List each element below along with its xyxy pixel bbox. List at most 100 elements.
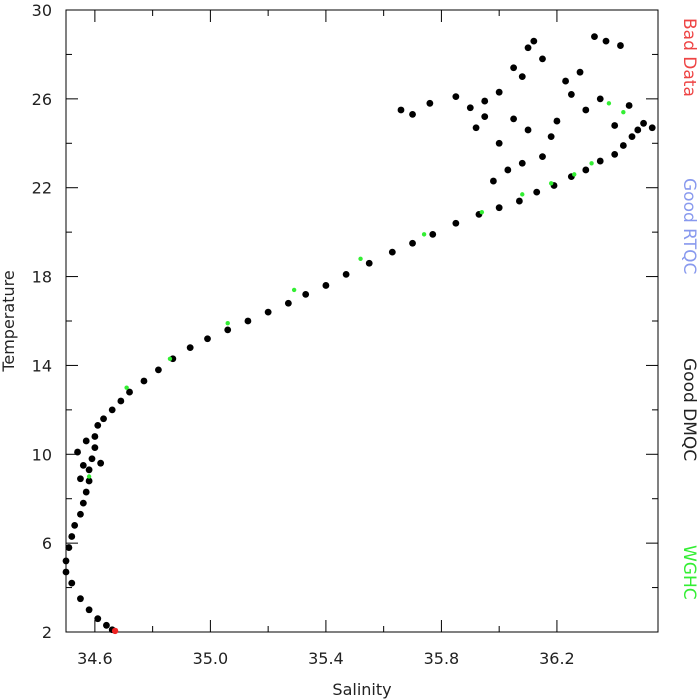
data-point bbox=[539, 55, 546, 63]
data-point bbox=[117, 397, 125, 405]
data-point bbox=[79, 461, 87, 469]
data-point bbox=[429, 230, 437, 238]
data-point bbox=[582, 166, 590, 174]
data-point bbox=[111, 627, 119, 635]
data-point bbox=[640, 119, 647, 127]
data-point bbox=[495, 204, 503, 212]
y-tick-label: 10 bbox=[32, 445, 52, 464]
data-point bbox=[65, 544, 73, 551]
data-point bbox=[466, 104, 474, 112]
data-point bbox=[358, 256, 363, 261]
data-point bbox=[82, 437, 90, 445]
data-point bbox=[582, 106, 590, 114]
data-point bbox=[62, 557, 70, 565]
y-tick-label: 14 bbox=[32, 356, 52, 375]
data-point bbox=[628, 133, 636, 141]
data-point bbox=[547, 133, 555, 141]
data-point bbox=[186, 344, 194, 352]
data-point bbox=[79, 499, 87, 507]
data-point bbox=[85, 606, 93, 614]
data-point bbox=[85, 477, 93, 485]
data-point bbox=[155, 366, 162, 374]
series-good-dmqc bbox=[62, 33, 656, 634]
data-point bbox=[518, 159, 526, 167]
y-tick-label: 30 bbox=[32, 1, 52, 20]
data-point bbox=[611, 150, 619, 158]
scatter-points bbox=[62, 33, 656, 635]
data-point bbox=[100, 415, 107, 423]
data-point bbox=[596, 157, 604, 165]
data-point bbox=[68, 533, 76, 540]
data-point bbox=[365, 259, 373, 267]
data-point bbox=[204, 335, 211, 343]
data-point bbox=[68, 579, 76, 587]
data-point bbox=[589, 161, 594, 166]
y-tick-label: 18 bbox=[32, 268, 52, 287]
x-axis: 34.6 35.0 35.4 35.8 36.2 bbox=[77, 10, 575, 668]
data-point bbox=[86, 474, 92, 479]
data-point bbox=[264, 308, 272, 316]
data-point bbox=[472, 124, 480, 132]
data-point bbox=[489, 177, 497, 185]
y-tick-label: 6 bbox=[42, 534, 52, 553]
data-point bbox=[77, 510, 84, 518]
data-point bbox=[533, 188, 541, 196]
data-point bbox=[648, 124, 656, 132]
data-point bbox=[77, 475, 84, 483]
data-point bbox=[322, 282, 330, 289]
data-point bbox=[342, 270, 350, 278]
data-point bbox=[539, 153, 546, 161]
data-point bbox=[567, 91, 575, 98]
data-point bbox=[479, 209, 485, 215]
data-point bbox=[611, 122, 619, 129]
data-point bbox=[524, 126, 532, 134]
data-point bbox=[530, 37, 538, 45]
data-point bbox=[617, 42, 624, 49]
data-point bbox=[634, 126, 642, 134]
data-point bbox=[510, 64, 518, 72]
data-point bbox=[71, 521, 79, 529]
legend-label: WGHC bbox=[679, 545, 699, 600]
data-point bbox=[74, 448, 81, 456]
data-point bbox=[481, 97, 489, 105]
data-point bbox=[520, 192, 525, 197]
data-point bbox=[103, 621, 110, 629]
data-point bbox=[576, 68, 584, 76]
legend-label: Good RTQC bbox=[679, 178, 699, 274]
data-point bbox=[452, 219, 460, 227]
y-axis-title: Temperature bbox=[0, 270, 18, 372]
data-point bbox=[291, 287, 297, 293]
data-point bbox=[409, 111, 416, 118]
plot-frame bbox=[65, 9, 659, 633]
data-point bbox=[619, 142, 627, 149]
data-point bbox=[426, 99, 434, 107]
data-point bbox=[94, 422, 102, 429]
legend: Bad Data Good RTQC Good DMQC WGHC bbox=[679, 18, 699, 600]
data-point bbox=[88, 455, 96, 463]
x-tick-label: 36.2 bbox=[539, 649, 575, 668]
legend-label: Bad Data bbox=[679, 18, 699, 97]
data-point bbox=[524, 44, 532, 52]
series-wghc bbox=[86, 101, 626, 479]
data-point bbox=[606, 101, 612, 106]
data-point bbox=[452, 93, 460, 101]
y-tick-label: 22 bbox=[32, 179, 52, 198]
series-bad-data bbox=[111, 627, 119, 635]
data-point bbox=[91, 433, 99, 440]
x-tick-label: 35.4 bbox=[308, 649, 344, 668]
data-point bbox=[504, 166, 512, 174]
data-point bbox=[518, 73, 526, 81]
x-axis-title: Salinity bbox=[332, 680, 391, 699]
data-point bbox=[126, 388, 133, 396]
x-tick-label: 34.6 bbox=[77, 649, 113, 668]
data-point bbox=[97, 459, 105, 467]
data-point bbox=[302, 290, 310, 298]
data-point bbox=[224, 326, 232, 334]
data-point bbox=[591, 33, 598, 41]
data-point bbox=[481, 113, 489, 121]
data-point bbox=[397, 106, 405, 114]
y-tick-label: 26 bbox=[32, 90, 52, 109]
data-point bbox=[553, 117, 561, 125]
data-point bbox=[91, 444, 99, 452]
data-point bbox=[625, 102, 633, 109]
